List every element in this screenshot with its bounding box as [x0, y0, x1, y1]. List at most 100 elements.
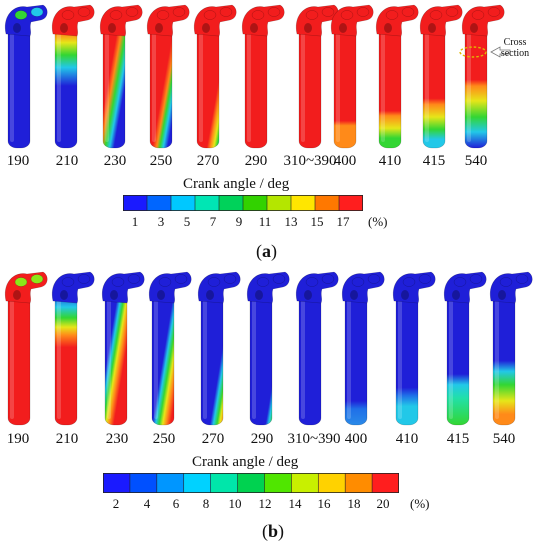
port-highlight: [199, 28, 203, 142]
port-highlight: [154, 295, 158, 419]
port-inlet: [61, 277, 75, 287]
colorbar-tick: 4: [143, 496, 151, 511]
colorbar-segment: [210, 473, 238, 493]
port-inlet: [401, 7, 415, 17]
port-inlet: [385, 10, 399, 20]
panel-a-label: (a): [256, 241, 277, 261]
colorbar-segment: [243, 195, 268, 211]
port-hole: [255, 290, 263, 300]
colorbar-segment: [345, 473, 373, 493]
port-hole: [206, 290, 214, 300]
frame-label: 400: [333, 153, 357, 169]
colorbar-tick: 12: [258, 496, 272, 511]
frame-label: 250: [152, 431, 176, 447]
port-highlight: [381, 28, 385, 142]
colorbar-segment: [103, 473, 131, 493]
frame-label: 230: [103, 153, 127, 169]
port-inlet: [219, 7, 233, 17]
panel-a-visualization: [4, 4, 511, 149]
panel-a-unit: (%): [368, 214, 388, 229]
colorbar-tick: 10: [228, 496, 242, 511]
port-inlet: [172, 7, 186, 17]
colorbar-tick: 1: [131, 214, 139, 229]
port-hole: [452, 290, 460, 300]
colorbar-segment: [267, 195, 292, 211]
colorbar-segment: [147, 195, 172, 211]
intake-port: [197, 271, 241, 426]
port-inlet: [30, 7, 44, 17]
port-hole: [304, 290, 312, 300]
port-inlet: [125, 7, 139, 17]
port-inlet: [499, 277, 513, 287]
port-highlight: [247, 28, 251, 142]
port-hole: [157, 290, 165, 300]
frame-label: 210: [55, 153, 79, 169]
port-inlet: [127, 274, 141, 284]
port-inlet: [203, 10, 217, 20]
colorbar-tick: 13: [284, 214, 298, 229]
colorbar-tick: 11: [258, 214, 272, 229]
port-highlight: [57, 295, 61, 419]
colorbar-segment: [171, 195, 196, 211]
panel-b-visualization: [4, 271, 533, 426]
intake-port: [419, 4, 463, 149]
colorbar-segment: [318, 473, 346, 493]
colorbar-tick: 17: [336, 214, 350, 229]
intake-port: [489, 271, 533, 426]
colorbar-segment: [291, 195, 316, 211]
frame-label: 410: [378, 153, 402, 169]
port-highlight: [152, 28, 156, 142]
colorbar-tick: 6: [172, 496, 180, 511]
port-inlet: [111, 277, 125, 287]
intake-port: [246, 271, 290, 426]
colorbar-tick: 18: [347, 496, 361, 511]
port-hole: [110, 290, 118, 300]
colorbar-segment: [123, 195, 148, 211]
colorbar-tick: 15: [310, 214, 324, 229]
port-inlet: [429, 10, 443, 20]
intake-port: [51, 271, 95, 426]
panel-label-close: ): [271, 241, 277, 261]
intake-port: [101, 271, 145, 426]
frame-label: 400: [344, 431, 368, 447]
port-inlet: [30, 274, 44, 284]
port-hole: [13, 23, 21, 33]
port-inlet: [207, 277, 221, 287]
colorbar-tick: 9: [235, 214, 243, 229]
colorbar-segment: [195, 195, 220, 211]
intake-port: [295, 4, 339, 149]
frame-label: 290: [244, 153, 268, 169]
port-hole: [339, 23, 347, 33]
port-hole: [384, 23, 392, 33]
intake-port: [295, 271, 339, 426]
port-highlight: [301, 295, 305, 419]
colorbar-segment: [237, 473, 265, 493]
frame-label: 415: [446, 431, 470, 447]
port-inlet: [469, 274, 483, 284]
colorbar-segment: [339, 195, 363, 211]
panel-b-colorbar-title: Crank angle / deg: [192, 454, 299, 470]
intake-port: [330, 4, 374, 149]
port-inlet: [340, 10, 354, 20]
port-highlight: [347, 295, 351, 419]
intake-port: [4, 4, 48, 149]
intake-port: [241, 4, 285, 149]
intake-port: [99, 4, 143, 149]
port-inlet: [223, 274, 237, 284]
colorbar-segment: [156, 473, 185, 493]
port-inlet: [267, 7, 281, 17]
port-hole: [108, 23, 116, 33]
port-inlet: [321, 7, 335, 17]
intake-port: [443, 271, 487, 426]
colorbar-tick: 20: [376, 496, 390, 511]
port-hole: [350, 290, 358, 300]
port-inlet: [305, 277, 319, 287]
port-highlight: [107, 295, 111, 419]
colorbar-segment: [291, 473, 319, 493]
frame-label: 190: [6, 431, 30, 447]
cross-section-annotation: Cross section: [500, 37, 530, 59]
colorbar-tick: 8: [202, 496, 210, 511]
frame-label: 290: [250, 431, 274, 447]
panel-label-close: ): [278, 521, 285, 541]
